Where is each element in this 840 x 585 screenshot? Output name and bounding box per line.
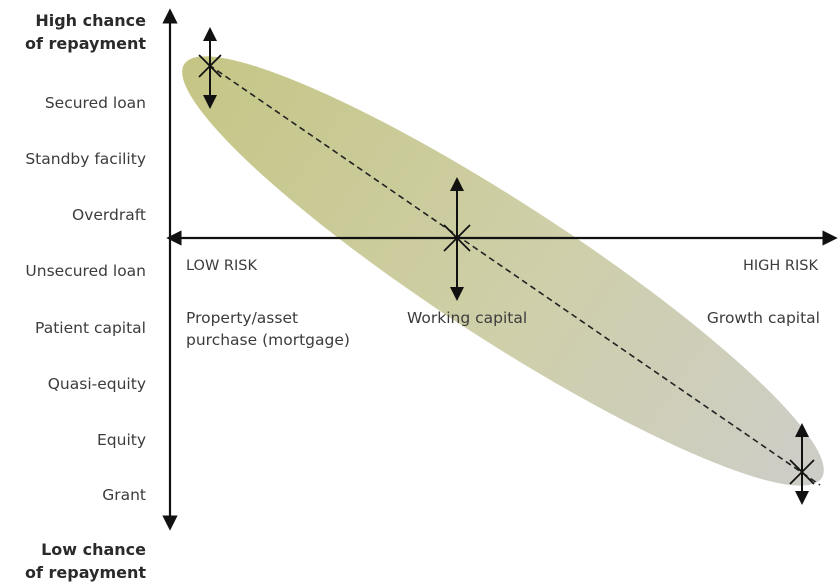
low-repayment-line2: of repayment: [24, 563, 146, 582]
marker-property: [198, 27, 222, 109]
label-grant: Grant: [102, 486, 146, 504]
risk-ellipse: [182, 56, 824, 486]
label-patient-capital: Patient capital: [35, 319, 146, 337]
low-repayment-label: Low chance of repayment: [25, 538, 146, 584]
label-quasi-equity: Quasi-equity: [47, 375, 146, 393]
marker-working: [443, 177, 471, 301]
label-secured-loan: Secured loan: [44, 94, 146, 112]
property-line2: purchase (mortgage): [186, 331, 350, 349]
property-line1: Property/asset: [186, 309, 299, 327]
growth-capital-label: Growth capital: [706, 309, 820, 327]
trend-line: [208, 64, 821, 486]
property-purchase-label: Property/asset purchase (mortgage): [186, 307, 350, 351]
high-repayment-label: High chance of repayment: [25, 9, 146, 55]
working-capital-label: Working capital: [407, 309, 528, 327]
low-repayment-line1: Low chance: [41, 540, 146, 559]
label-unsecured-loan: Unsecured loan: [25, 262, 146, 280]
label-equity: Equity: [96, 431, 146, 449]
label-standby-facility: Standby facility: [25, 150, 146, 168]
low-risk-label: LOW RISK: [186, 258, 257, 274]
high-risk-label: HIGH RISK: [743, 258, 818, 274]
label-overdraft: Overdraft: [72, 206, 146, 224]
marker-growth: [789, 423, 815, 505]
high-repayment-line1: High chance: [35, 11, 146, 30]
high-repayment-line2: of repayment: [24, 34, 146, 53]
